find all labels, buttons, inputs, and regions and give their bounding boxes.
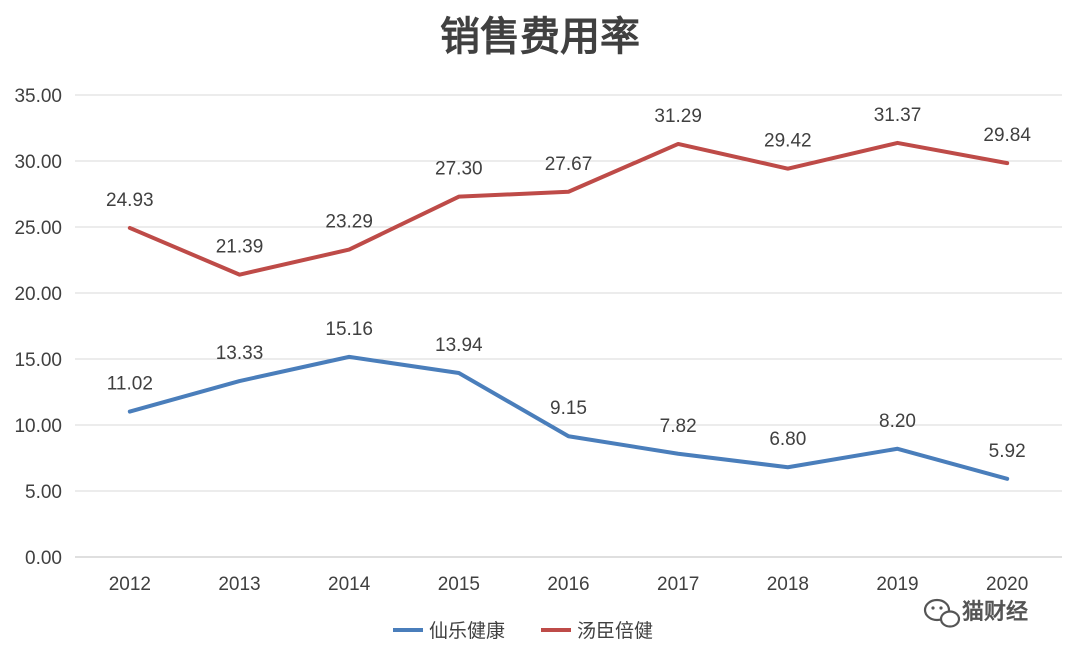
data-label: 31.37: [874, 105, 922, 126]
x-tick-label: 2017: [657, 574, 699, 595]
series-line: [127, 140, 1010, 277]
data-label: 13.33: [216, 343, 264, 364]
data-label: 9.15: [550, 398, 587, 419]
data-label: 29.42: [764, 131, 812, 152]
chart-title: 销售费用率: [440, 14, 640, 60]
y-tick-label: 15.00: [14, 350, 62, 371]
y-tick-label: 25.00: [14, 218, 62, 239]
data-label: 23.29: [325, 212, 373, 233]
data-label: 29.84: [983, 125, 1031, 146]
data-label: 8.20: [879, 411, 916, 432]
data-label: 21.39: [216, 237, 264, 258]
data-label: 31.29: [654, 106, 702, 127]
series-line: [127, 354, 1010, 481]
y-tick-label: 5.00: [25, 482, 62, 503]
x-tick-label: 2016: [547, 574, 589, 595]
data-label: 6.80: [769, 429, 806, 450]
data-label: 27.30: [435, 159, 483, 180]
data-label: 24.93: [106, 190, 154, 211]
x-tick-label: 2012: [109, 574, 151, 595]
x-tick-label: 2019: [876, 574, 918, 595]
data-label: 11.02: [107, 374, 153, 395]
data-label: 13.94: [435, 335, 483, 356]
series-lines: [127, 140, 1010, 481]
x-tick-label: 2015: [438, 574, 480, 595]
data-label: 5.92: [989, 441, 1026, 462]
x-tick-label: 2018: [767, 574, 809, 595]
legend: 仙乐健康 汤臣倍健: [393, 620, 653, 642]
watermark-text: 猫财经: [962, 599, 1028, 625]
x-tick-label: 2014: [328, 574, 371, 595]
y-axis-ticks: 0.00 5.00 10.00 15.00 20.00 25.00 30.00 35.00: [14, 86, 62, 569]
gridlines: [75, 94, 1062, 558]
y-tick-label: 20.00: [14, 284, 62, 305]
x-tick-label: 2020: [986, 574, 1028, 595]
wechat-icon: [923, 598, 961, 628]
y-tick-label: 10.00: [14, 416, 62, 437]
x-tick-label: 2013: [218, 574, 260, 595]
legend-label: 汤臣倍健: [577, 620, 653, 642]
data-label: 27.67: [545, 154, 593, 175]
legend-label: 仙乐健康: [429, 620, 505, 642]
y-tick-label: 35.00: [14, 86, 62, 107]
x-axis-ticks: 2012 2013 2014 2015 2016 2017 2018 2019 2020: [109, 574, 1029, 595]
y-tick-label: 30.00: [14, 152, 62, 173]
watermark: 猫财经: [923, 598, 1028, 628]
data-label: 7.82: [660, 416, 697, 437]
y-tick-label: 0.00: [25, 548, 62, 569]
data-labels: 11.02 13.33 15.16 13.94 9.15 7.82 6.80 8.20 5.92…: [106, 105, 1031, 462]
data-label: 15.16: [325, 319, 373, 340]
